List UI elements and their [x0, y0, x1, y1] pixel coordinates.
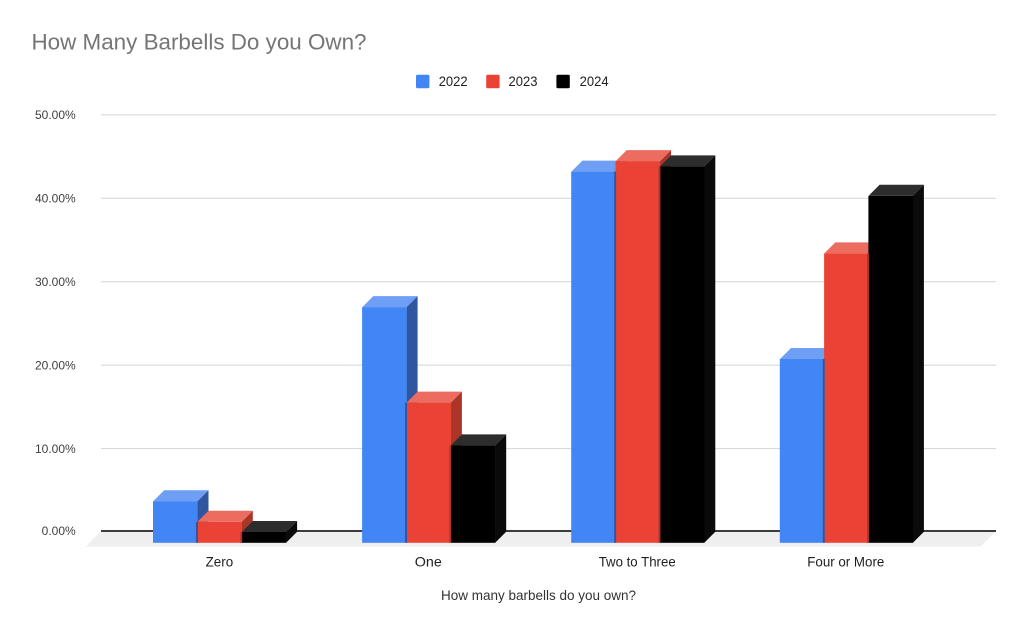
svg-text:2022: 2022: [439, 74, 468, 89]
svg-text:Four or More: Four or More: [807, 555, 884, 570]
svg-text:One: One: [415, 555, 442, 570]
svg-text:How Many Barbells Do you Own?: How Many Barbells Do you Own?: [32, 30, 367, 55]
svg-text:2024: 2024: [580, 74, 609, 89]
svg-text:Zero: Zero: [206, 555, 234, 570]
svg-text:20.00%: 20.00%: [35, 358, 76, 372]
svg-text:2023: 2023: [509, 74, 538, 89]
svg-text:10.00%: 10.00%: [35, 442, 76, 456]
svg-text:How many barbells do you own?: How many barbells do you own?: [441, 588, 636, 603]
svg-text:Two to Three: Two to Three: [599, 555, 676, 570]
svg-text:50.00%: 50.00%: [35, 108, 76, 122]
svg-text:0.00%: 0.00%: [42, 524, 76, 538]
svg-text:30.00%: 30.00%: [35, 275, 76, 289]
svg-text:40.00%: 40.00%: [35, 192, 76, 206]
